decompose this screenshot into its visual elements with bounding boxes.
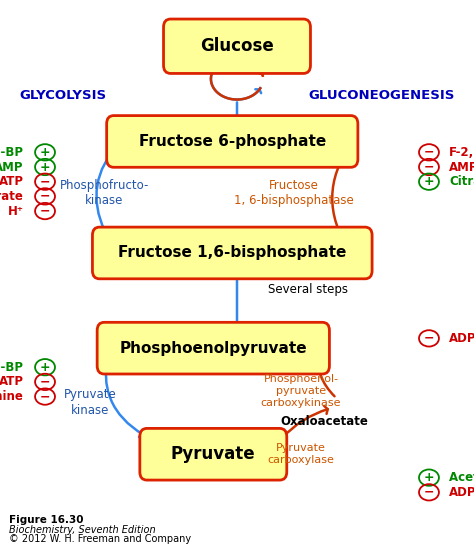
Text: Pyruvate: Pyruvate: [171, 445, 255, 463]
Text: −: −: [424, 160, 434, 174]
Text: Phosphofructo-
kinase: Phosphofructo- kinase: [60, 179, 149, 207]
Text: Pyruvate
kinase: Pyruvate kinase: [64, 388, 117, 417]
Text: +: +: [424, 175, 434, 188]
Text: F-2,6-BP: F-2,6-BP: [449, 146, 474, 159]
Text: Acetyl CoA: Acetyl CoA: [449, 471, 474, 484]
Text: Glucose: Glucose: [200, 37, 274, 55]
Text: AMP: AMP: [449, 160, 474, 174]
Text: Fructose 1,6-bisphosphate: Fructose 1,6-bisphosphate: [118, 245, 346, 261]
Text: Phosphoenol-
pyruvate
carboxykinase: Phosphoenol- pyruvate carboxykinase: [261, 374, 341, 407]
FancyBboxPatch shape: [97, 322, 329, 374]
Text: +: +: [40, 160, 50, 174]
Text: ATP: ATP: [0, 175, 24, 188]
Text: Biochemistry, Seventh Edition: Biochemistry, Seventh Edition: [9, 525, 156, 535]
Text: Fructose
1, 6-bisphosphatase: Fructose 1, 6-bisphosphatase: [234, 179, 354, 207]
FancyBboxPatch shape: [107, 116, 358, 168]
Text: Oxaloacetate: Oxaloacetate: [281, 415, 369, 428]
Text: F-1,6-BP: F-1,6-BP: [0, 361, 24, 374]
Text: F-2,6-BP: F-2,6-BP: [0, 146, 24, 159]
Text: Citrate: Citrate: [0, 190, 24, 203]
Text: Citrate: Citrate: [449, 175, 474, 188]
Text: ADP: ADP: [449, 332, 474, 345]
Text: Fructose 6-phosphate: Fructose 6-phosphate: [138, 134, 326, 149]
Text: −: −: [424, 146, 434, 159]
Text: −: −: [40, 375, 50, 388]
FancyBboxPatch shape: [140, 429, 287, 480]
Text: +: +: [40, 146, 50, 159]
Text: ADP: ADP: [449, 486, 474, 499]
Text: −: −: [40, 390, 50, 403]
Text: +: +: [424, 471, 434, 484]
Text: −: −: [40, 190, 50, 203]
Text: −: −: [424, 486, 434, 499]
FancyBboxPatch shape: [92, 227, 372, 279]
Text: Alanine: Alanine: [0, 390, 24, 403]
Text: +: +: [40, 361, 50, 374]
Text: −: −: [40, 205, 50, 218]
Text: Pyruvate
carboxylase: Pyruvate carboxylase: [267, 443, 335, 465]
Text: GLYCOLYSIS: GLYCOLYSIS: [19, 89, 106, 102]
Text: © 2012 W. H. Freeman and Company: © 2012 W. H. Freeman and Company: [9, 534, 191, 543]
Text: AMP: AMP: [0, 160, 24, 174]
Text: −: −: [40, 175, 50, 188]
FancyBboxPatch shape: [164, 19, 310, 73]
Text: −: −: [424, 332, 434, 345]
Text: ATP: ATP: [0, 375, 24, 388]
Text: GLUCONEOGENESIS: GLUCONEOGENESIS: [309, 89, 455, 102]
Text: Several steps: Several steps: [268, 283, 348, 296]
Text: Figure 16.30: Figure 16.30: [9, 515, 84, 525]
Text: H⁺: H⁺: [8, 205, 24, 218]
Text: Phosphoenolpyruvate: Phosphoenolpyruvate: [119, 341, 307, 356]
